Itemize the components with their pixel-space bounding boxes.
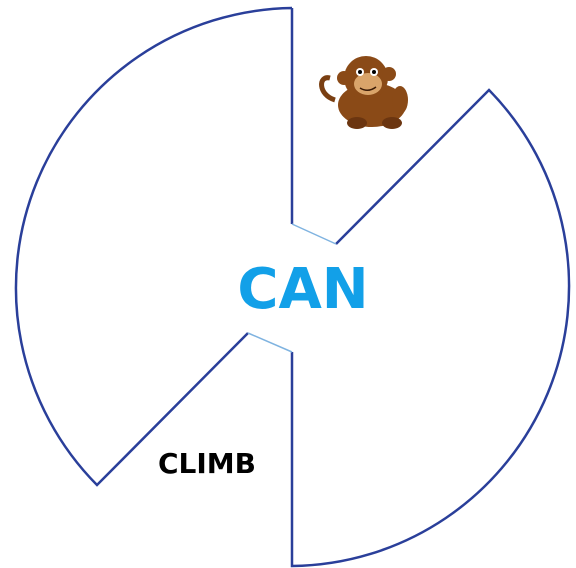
segment-label: CLIMB [158,447,256,480]
monkey-icon [322,56,408,129]
page: CAN CLIMB (() => { const data = JSON.par… [0,0,576,568]
center-label: CAN [237,257,368,322]
diagram: CAN CLIMB [0,0,576,568]
